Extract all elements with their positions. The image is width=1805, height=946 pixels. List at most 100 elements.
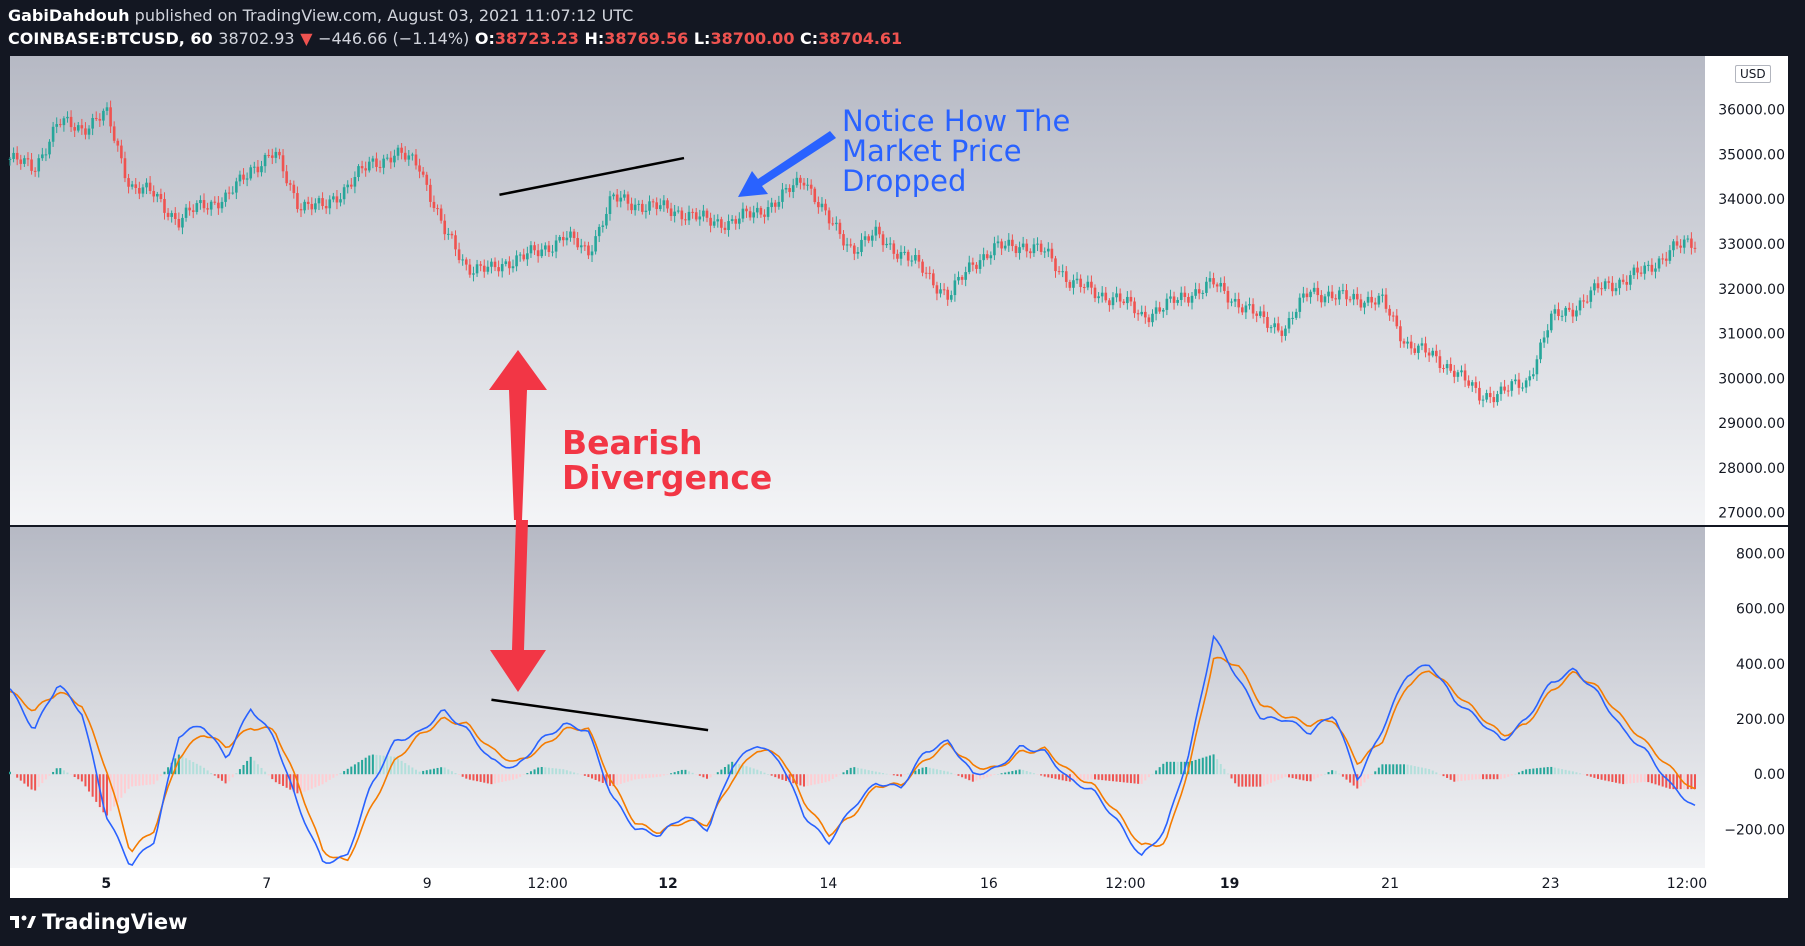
symbol-label[interactable]: COINBASE:BTCUSD, 60	[8, 29, 213, 48]
histogram-bar	[727, 764, 730, 775]
candle-body	[888, 243, 892, 245]
candle-body	[439, 208, 443, 221]
histogram-bar	[616, 774, 619, 785]
histogram-bar	[134, 774, 137, 787]
histogram-bar	[192, 761, 195, 775]
price-tick-label: 27000.00	[1718, 506, 1785, 522]
candle-body	[156, 193, 159, 197]
candle-body	[400, 147, 403, 153]
candle-body	[799, 177, 802, 183]
histogram-bar	[1086, 774, 1089, 780]
candle-body	[1463, 370, 1467, 381]
candle-body	[813, 188, 817, 203]
histogram-bar	[1614, 774, 1617, 783]
candle-body	[1521, 387, 1524, 389]
candle-body	[1632, 267, 1636, 276]
candle-body	[809, 184, 813, 189]
candle-body	[1643, 265, 1647, 274]
histogram-bar	[1679, 774, 1682, 790]
macd-tick-label: 400.00	[1736, 657, 1785, 673]
histogram-bar	[914, 770, 917, 775]
candle-body	[1000, 241, 1003, 249]
histogram-bar	[1295, 774, 1298, 779]
currency-badge[interactable]: USD	[1735, 65, 1771, 83]
candle-body	[975, 264, 978, 269]
candle-body	[1237, 298, 1241, 308]
candle-body	[353, 177, 357, 187]
candle-body	[1090, 281, 1093, 288]
candle-body	[145, 182, 148, 188]
histogram-bar	[220, 774, 223, 781]
low-label: L:	[693, 29, 711, 48]
histogram-bar	[824, 774, 827, 783]
candle-body	[561, 236, 565, 241]
candle-body	[1197, 289, 1201, 294]
histogram-bar	[1266, 774, 1269, 785]
histogram-bar	[350, 766, 353, 775]
candle-body	[1100, 292, 1104, 297]
histogram-bar	[285, 774, 288, 788]
histogram-bar	[1201, 757, 1204, 775]
histogram-bar	[745, 766, 748, 775]
histogram-bar	[461, 774, 464, 777]
candle-body	[1255, 313, 1258, 316]
histogram-bar	[1672, 774, 1675, 790]
histogram-bar	[698, 774, 701, 776]
candle-body	[504, 261, 508, 265]
candle-body	[1517, 379, 1521, 388]
histogram-bar	[1004, 772, 1007, 775]
candle-body	[1061, 271, 1064, 273]
histogram-bar	[1647, 774, 1650, 783]
histogram-bar	[1331, 770, 1334, 775]
histogram-bar	[1618, 774, 1621, 784]
histogram-bar	[569, 771, 572, 775]
histogram-bar	[853, 767, 856, 775]
candle-body	[1054, 258, 1057, 272]
blue-arrow-icon	[738, 131, 836, 197]
candle-body	[166, 212, 170, 217]
candle-body	[213, 201, 217, 203]
histogram-bar	[637, 774, 640, 779]
histogram-bar	[849, 767, 852, 775]
histogram-bar	[1097, 774, 1100, 780]
candle-body	[1104, 292, 1108, 301]
histogram-bar	[34, 774, 37, 791]
histogram-bar	[37, 774, 40, 787]
candle-body	[1650, 264, 1654, 272]
candle-body	[669, 208, 673, 217]
candle-body	[328, 199, 332, 209]
annotation-line: Notice How The	[842, 104, 1071, 138]
candle-body	[170, 213, 173, 217]
candle-body	[1582, 300, 1585, 302]
candle-body	[1122, 301, 1126, 304]
tradingview-logo[interactable]: TradingView	[10, 910, 187, 934]
candle-body	[576, 238, 579, 248]
histogram-bar	[752, 768, 755, 775]
histogram-bar	[1025, 771, 1028, 775]
candle-body	[906, 251, 910, 261]
candle-body	[378, 166, 382, 168]
histogram-bar	[1058, 774, 1061, 780]
histogram-bar	[583, 774, 586, 776]
histogram-bar	[102, 774, 105, 813]
candle-body	[109, 107, 112, 127]
candle-body	[845, 244, 849, 246]
histogram-bar	[468, 774, 471, 780]
histogram-bar	[447, 769, 450, 775]
candle-body	[1567, 307, 1571, 310]
candle-body	[1589, 290, 1593, 302]
histogram-bar	[756, 769, 759, 775]
candle-body	[1510, 381, 1514, 391]
candle-body	[687, 211, 691, 221]
histogram-bar	[1690, 774, 1693, 790]
author-name[interactable]: GabiDahdouh	[8, 6, 130, 25]
candle-body	[1172, 296, 1176, 303]
price-pane-bg	[10, 56, 1705, 526]
price-tick-label: 30000.00	[1718, 371, 1785, 387]
candle-body	[1438, 356, 1442, 368]
candle-body	[206, 208, 209, 210]
histogram-bar	[634, 774, 637, 780]
candle-body	[896, 253, 899, 259]
candle-body	[518, 254, 522, 256]
